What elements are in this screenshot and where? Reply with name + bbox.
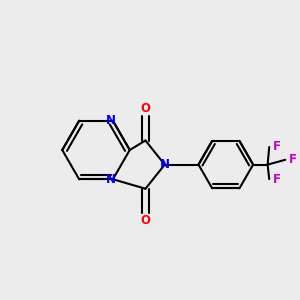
- Text: O: O: [140, 102, 150, 115]
- Text: F: F: [289, 153, 296, 166]
- Text: F: F: [272, 140, 281, 153]
- Text: F: F: [272, 172, 281, 186]
- Text: N: N: [106, 114, 116, 127]
- Text: N: N: [160, 158, 170, 171]
- Text: O: O: [140, 214, 150, 227]
- Text: N: N: [106, 173, 116, 186]
